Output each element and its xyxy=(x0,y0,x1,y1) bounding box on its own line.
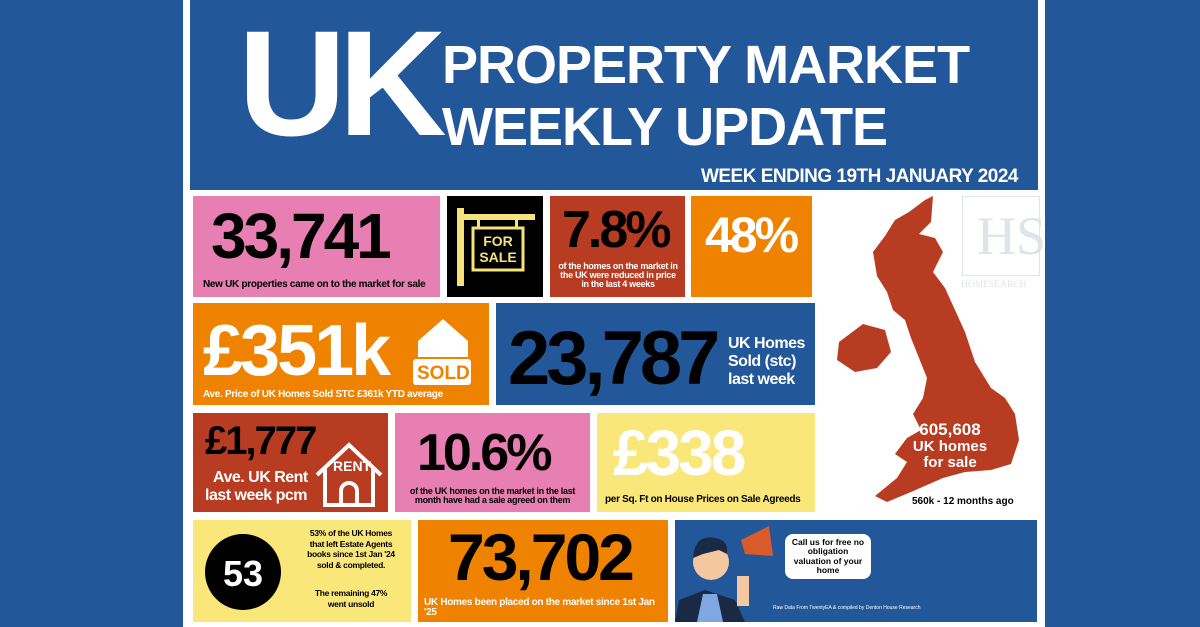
avg-price-card: £351k SOLD Ave. Price of UK Homes Sold S… xyxy=(193,303,489,405)
rent-value: £1,777 xyxy=(205,419,317,463)
homesearch-logo: HS xyxy=(962,196,1046,276)
for-sale-total: 605,608 UK homes for sale xyxy=(895,421,1005,470)
great-britain-shape xyxy=(873,196,1019,502)
new-listings-card: 33,741 New UK properties came on to the … xyxy=(193,196,440,297)
new-listings-label: New UK properties came on to the market … xyxy=(203,279,426,290)
for-sale-total-label-1: UK homes xyxy=(912,437,988,455)
pct48-card: 48% xyxy=(691,196,812,297)
title-line2: WEEKLY UPDATE xyxy=(442,97,888,157)
placed-label: UK Homes been placed on the market since… xyxy=(424,597,655,618)
sale-agreed-card: 10.6% of the UK homes on the market in t… xyxy=(395,413,590,512)
sale-text: SALE xyxy=(479,249,517,265)
for-sale-total-label-2: for sale xyxy=(923,453,977,471)
per-sqft-card: £338 per Sq. Ft on House Prices on Sale … xyxy=(597,413,815,512)
pct48-value: 48% xyxy=(705,207,799,263)
title-line1: PROPERTY MARKET xyxy=(442,35,970,95)
uk-map xyxy=(837,196,1019,502)
sale-agreed-label: of the UK homes on the market in the las… xyxy=(409,486,576,505)
for-sale-total-value: 605,608 xyxy=(919,420,981,439)
rent-house-icon xyxy=(315,442,383,507)
sold-label-1: UK Homes xyxy=(728,335,805,352)
rent-icon-text: RENT xyxy=(333,458,372,474)
completed-value: 53 xyxy=(222,553,264,594)
per-sqft-value: £338 xyxy=(613,417,746,489)
cta-speech-bubble: Call us for free no obligation valuation… xyxy=(785,534,871,580)
comparison-text: 560k - 12 months ago xyxy=(912,496,1014,507)
completed-circle xyxy=(205,534,281,610)
completed-card: 53 53% of the UK Homes that left Estate … xyxy=(193,520,411,622)
avg-price-label: Ave. Price of UK Homes Sold STC £361k YT… xyxy=(203,389,443,400)
sale-agreed-value: 10.6% xyxy=(417,424,552,482)
new-listings-value: 33,741 xyxy=(211,200,392,272)
for-sale-sign-icon xyxy=(457,208,535,286)
sold-label-3: last week xyxy=(728,371,795,388)
sold-value: 23,787 xyxy=(508,316,720,401)
per-sqft-label: per Sq. Ft on House Prices on Sale Agree… xyxy=(605,494,801,505)
reduced-label: of the homes on the market in the UK wer… xyxy=(558,261,678,289)
for-sale-sign-card: FOR SALE xyxy=(447,196,543,297)
header: UK PROPERTY MARKET WEEKLY UPDATE WEEK EN… xyxy=(190,0,1038,190)
rent-card: £1,777 Ave. UK Rent last week pcm RENT xyxy=(193,413,388,512)
uk-title: UK xyxy=(238,0,447,167)
for-sale-text: FOR xyxy=(483,233,513,249)
sold-badge: SOLD xyxy=(417,363,470,384)
sold-card: 23,787 UK Homes Sold (stc) last week xyxy=(496,303,815,405)
data-credit: Raw Data From TwentyEA & compiled by Den… xyxy=(773,605,921,611)
sold-house-icon xyxy=(413,319,471,385)
avg-price-value: £351k xyxy=(203,311,391,391)
placed-value: 73,702 xyxy=(448,520,635,594)
northern-ireland-shape xyxy=(837,324,891,372)
rent-label-2: last week pcm xyxy=(205,487,308,504)
placed-card: 73,702 UK Homes been placed on the marke… xyxy=(418,520,668,622)
man-with-megaphone-icon xyxy=(675,526,773,622)
homesearch-logo-text: HOMESEARCH xyxy=(961,280,1027,290)
cta-card[interactable]: Call us for free no obligation valuation… xyxy=(675,520,1037,622)
reduced-card: 7.8% of the homes on the market in the U… xyxy=(550,196,685,297)
sold-label-2: Sold (stc) xyxy=(728,353,796,370)
rent-label-1: Ave. UK Rent xyxy=(213,469,308,486)
reduced-value: 7.8% xyxy=(562,201,672,259)
week-ending: WEEK ENDING 19TH JANUARY 2024 xyxy=(700,166,1019,187)
completed-text: 53% of the UK Homes that left Estate Age… xyxy=(307,528,395,570)
unsold-text: The remaining 47% went unsold xyxy=(314,588,388,609)
